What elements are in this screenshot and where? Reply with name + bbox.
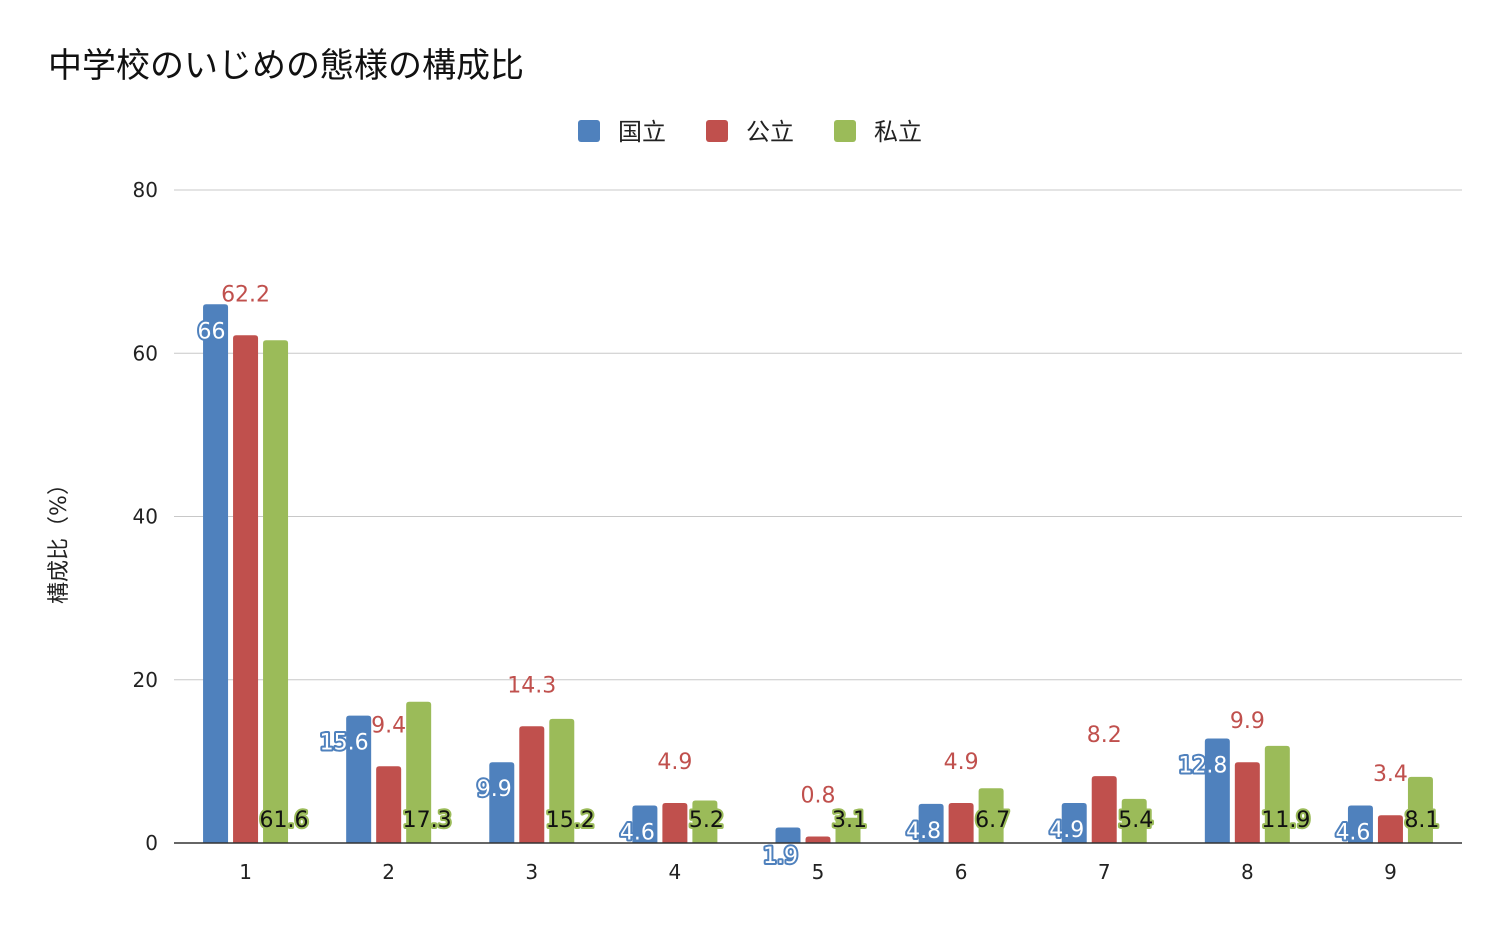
data-label: 11.9 xyxy=(1261,808,1310,833)
data-label: 15.2 xyxy=(546,808,595,833)
data-label: 9.9 xyxy=(477,777,512,802)
data-label: 5.2 xyxy=(689,808,724,833)
data-label: 4.9 xyxy=(1049,818,1084,843)
data-label: 9.4 xyxy=(371,713,406,738)
bar xyxy=(662,803,688,843)
bar xyxy=(346,715,372,843)
x-tick-label: 5 xyxy=(812,860,825,884)
bar xyxy=(549,718,575,843)
y-tick-label: 80 xyxy=(133,178,158,202)
data-label: 1.9 xyxy=(763,844,798,869)
x-tick-label: 1 xyxy=(239,860,252,884)
legend-label: 国立 xyxy=(618,118,666,146)
bar xyxy=(835,817,861,843)
bar xyxy=(489,762,515,843)
y-tick-label: 40 xyxy=(133,505,158,529)
bar xyxy=(1407,776,1433,843)
x-tick-label: 6 xyxy=(955,860,968,884)
data-label: 3.1 xyxy=(832,808,867,833)
legend-label: 私立 xyxy=(874,118,922,146)
bar xyxy=(1204,738,1230,843)
bar xyxy=(632,805,658,843)
data-label: 3.4 xyxy=(1373,762,1408,787)
bar xyxy=(233,335,259,843)
data-label: 8.2 xyxy=(1087,723,1122,748)
bar xyxy=(775,827,801,843)
x-tick-label: 7 xyxy=(1098,860,1111,884)
data-label: 8.1 xyxy=(1404,808,1439,833)
bar xyxy=(519,726,545,843)
bar xyxy=(263,340,289,843)
data-label: 0.8 xyxy=(801,783,836,808)
x-tick-label: 8 xyxy=(1241,860,1254,884)
data-label: 5.4 xyxy=(1118,808,1153,833)
x-tick-label: 3 xyxy=(525,860,538,884)
bar xyxy=(978,788,1004,843)
bar xyxy=(918,803,944,843)
data-label: 62.2 xyxy=(221,282,270,307)
data-label: 4.9 xyxy=(944,750,979,775)
data-label: 6.7 xyxy=(975,808,1010,833)
bar xyxy=(1121,798,1147,843)
x-tick-label: 2 xyxy=(382,860,395,884)
data-label: 4.6 xyxy=(1335,820,1370,845)
data-label: 4.8 xyxy=(906,819,941,844)
bar xyxy=(1264,745,1290,843)
y-tick-label: 0 xyxy=(145,831,158,855)
bar xyxy=(1377,815,1403,843)
legend-swatch xyxy=(578,120,600,142)
x-tick-label: 9 xyxy=(1384,860,1397,884)
data-label: 4.6 xyxy=(620,820,655,845)
bar xyxy=(805,836,831,843)
data-label: 14.3 xyxy=(507,673,556,698)
data-label: 61.6 xyxy=(260,808,309,833)
data-label: 9.9 xyxy=(1230,709,1265,734)
data-label: 66 xyxy=(198,319,226,344)
x-tick-label: 4 xyxy=(669,860,682,884)
bar xyxy=(1234,762,1260,843)
legend-swatch xyxy=(834,120,856,142)
bar xyxy=(1091,776,1117,843)
legend-swatch xyxy=(706,120,728,142)
chart-title: 中学校のいじめの態様の構成比 xyxy=(48,46,524,86)
data-label: 15.6 xyxy=(320,731,369,756)
legend-label: 公立 xyxy=(746,118,794,146)
bar xyxy=(1061,803,1087,843)
bar xyxy=(1347,805,1373,843)
data-label: 4.9 xyxy=(657,750,692,775)
y-tick-label: 20 xyxy=(133,668,158,692)
bar xyxy=(406,701,432,843)
bar xyxy=(692,800,718,843)
y-axis-label: 構成比（%） xyxy=(47,473,72,604)
data-label: 17.3 xyxy=(403,808,452,833)
bar xyxy=(376,766,402,843)
y-tick-label: 60 xyxy=(133,341,158,365)
data-label: 12.8 xyxy=(1178,754,1227,779)
bar xyxy=(203,304,229,843)
bar xyxy=(948,803,974,843)
